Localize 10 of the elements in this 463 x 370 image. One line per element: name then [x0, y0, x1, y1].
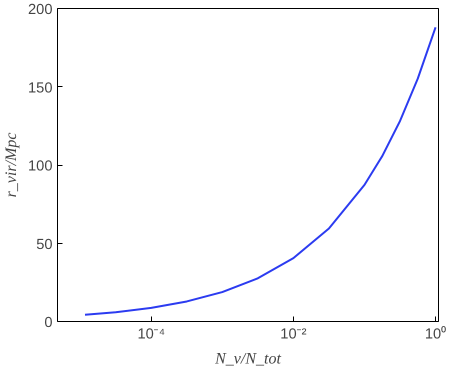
- x-tick-label: 10⁻⁴: [137, 326, 166, 342]
- x-tick-label: 10⁻²: [280, 326, 307, 342]
- y-tick-label: 200: [28, 2, 53, 18]
- x-tick-label: 10⁰: [424, 326, 446, 342]
- y-tick-label: 100: [28, 158, 53, 174]
- x-axis-title: N_ν/N_tot: [214, 350, 282, 368]
- y-tick-label: 150: [28, 80, 53, 96]
- y-axis-title: r_vir/Mpc: [3, 132, 20, 198]
- y-tick-label: 0: [44, 315, 53, 331]
- y-tick-label: 50: [36, 236, 53, 253]
